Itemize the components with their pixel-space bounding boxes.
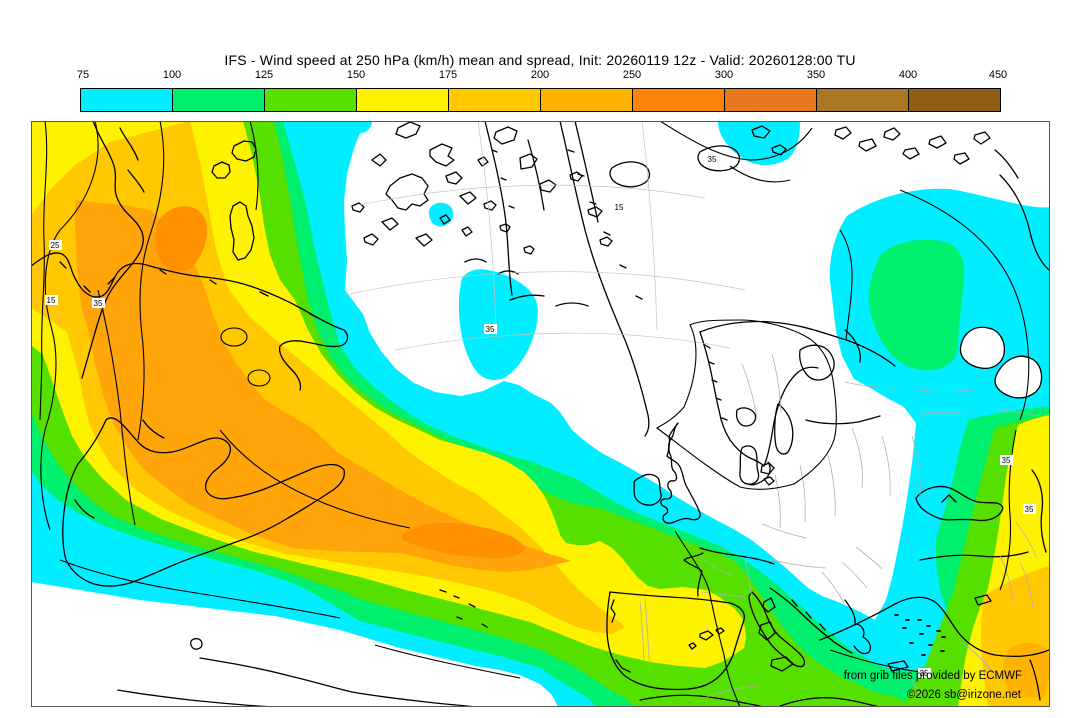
svg-text:25: 25 — [51, 241, 60, 250]
svg-text:15: 15 — [615, 203, 624, 212]
svg-text:35: 35 — [1025, 505, 1034, 514]
svg-text:35: 35 — [94, 299, 103, 308]
svg-text:35: 35 — [920, 669, 929, 678]
svg-text:35: 35 — [486, 325, 495, 334]
svg-text:35: 35 — [708, 155, 717, 164]
svg-text:15: 15 — [47, 296, 56, 305]
svg-text:35: 35 — [1002, 456, 1011, 465]
